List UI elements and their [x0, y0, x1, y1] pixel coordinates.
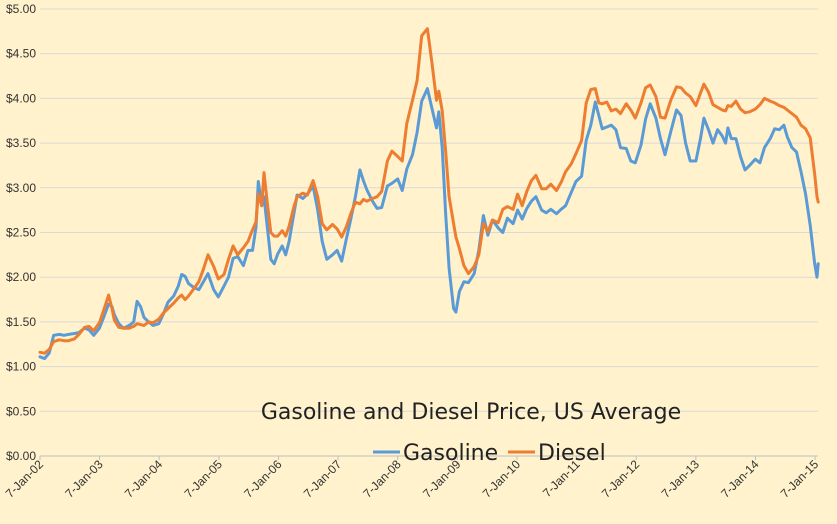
chart-title: Gasoline and Diesel Price, US Average	[261, 400, 681, 425]
y-tick-label: $2.00	[6, 270, 36, 284]
x-tick-label: 7-Jan-03	[62, 457, 106, 501]
y-tick-label: $4.00	[6, 91, 36, 105]
x-tick-label: 7-Jan-06	[241, 457, 285, 501]
series-lines	[38, 27, 820, 361]
y-tick-label: $0.50	[6, 404, 36, 418]
legend-label-gasoline: Gasoline	[403, 441, 498, 466]
x-tick-label: 7-Jan-05	[182, 457, 226, 501]
y-axis-tick-labels: $0.00 $0.50 $1.00 $1.50 $2.00 $2.50 $3.00 $3.50…	[6, 2, 36, 463]
x-tick-label: 7-Jan-15	[778, 457, 822, 501]
y-tick-label: $4.50	[6, 47, 36, 61]
series-line-diesel	[38, 27, 820, 355]
x-tick-label: 7-Jan-13	[659, 457, 703, 501]
x-tick-label: 7-Jan-14	[718, 457, 762, 501]
legend: Gasoline Diesel	[373, 441, 606, 466]
y-tick-label: $3.50	[6, 136, 36, 150]
y-tick-label: $1.50	[6, 315, 36, 329]
x-tick-label: 7-Jan-04	[122, 457, 166, 501]
x-tick-label: 7-Jan-02	[3, 457, 47, 501]
y-tick-label: $5.00	[6, 2, 36, 16]
grid-lines	[40, 8, 818, 412]
x-tick-label: 7-Jan-07	[301, 457, 345, 501]
y-tick-label: $0.00	[6, 449, 36, 463]
x-tick-label: 7-Jan-08	[360, 457, 404, 501]
series-line-gasoline	[38, 87, 820, 361]
y-tick-label: $1.00	[6, 360, 36, 374]
y-tick-label: $2.50	[6, 226, 36, 240]
y-tick-label: $3.00	[6, 181, 36, 195]
legend-label-diesel: Diesel	[538, 441, 606, 466]
